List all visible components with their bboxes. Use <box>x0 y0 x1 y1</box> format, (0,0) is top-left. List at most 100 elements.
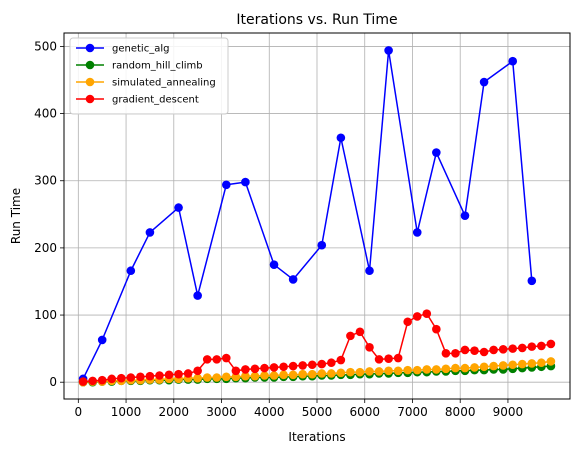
legend-swatch-marker <box>85 60 95 70</box>
data-point <box>269 371 279 380</box>
data-point <box>107 374 117 384</box>
data-point <box>193 291 202 300</box>
data-point <box>269 363 279 372</box>
data-point <box>260 371 269 380</box>
data-point <box>269 260 279 269</box>
data-point <box>546 339 556 349</box>
data-point <box>517 343 527 353</box>
data-point <box>546 357 556 366</box>
data-point <box>412 228 422 237</box>
data-point <box>412 312 422 321</box>
series-gradient_descent <box>78 309 556 386</box>
data-point <box>116 373 126 383</box>
data-point <box>527 276 537 286</box>
data-point <box>298 361 307 370</box>
data-point <box>193 373 202 383</box>
data-point <box>212 355 222 364</box>
data-point <box>336 355 346 365</box>
data-point <box>508 344 518 353</box>
x-tick-label: 0 <box>75 405 83 419</box>
data-point <box>279 370 288 380</box>
data-point <box>470 363 479 372</box>
data-point <box>241 365 250 374</box>
y-tick-label: 300 <box>34 174 57 188</box>
data-point <box>222 353 231 363</box>
x-tick-label: 9000 <box>493 405 524 419</box>
chart-title: Iterations vs. Run Time <box>236 12 397 28</box>
y-tick-label: 0 <box>49 375 57 389</box>
data-point <box>470 346 479 355</box>
data-point <box>479 362 489 372</box>
legend-label: gradient_descent <box>112 95 199 106</box>
data-point <box>355 327 365 337</box>
data-point <box>155 371 164 380</box>
data-point <box>479 77 489 87</box>
data-point <box>432 324 441 334</box>
data-point <box>393 353 403 363</box>
data-point <box>517 359 527 369</box>
data-point <box>498 361 508 370</box>
data-point <box>508 360 518 370</box>
series-line <box>82 49 533 380</box>
data-point <box>498 345 508 354</box>
x-tick-label: 6000 <box>349 405 380 419</box>
x-tick-label: 4000 <box>254 405 285 419</box>
data-point <box>451 349 460 358</box>
data-point <box>432 148 441 157</box>
data-point <box>336 368 346 378</box>
data-point <box>403 365 412 375</box>
data-point <box>355 367 365 377</box>
data-point <box>317 359 327 369</box>
data-point <box>527 359 537 368</box>
data-point <box>451 363 460 373</box>
data-point <box>384 366 393 376</box>
data-point <box>174 369 183 379</box>
data-point <box>307 360 317 370</box>
data-point <box>222 180 231 190</box>
data-point <box>537 358 546 368</box>
data-point <box>432 365 441 374</box>
x-tick-label: 3000 <box>206 405 237 419</box>
data-point <box>241 177 250 187</box>
x-tick-label: 7000 <box>397 405 428 419</box>
x-tick-label: 1000 <box>111 405 142 419</box>
data-point <box>250 371 260 381</box>
y-tick-label: 200 <box>34 241 57 255</box>
data-point <box>202 355 212 364</box>
data-point <box>317 240 327 250</box>
data-point <box>212 373 222 382</box>
data-point <box>346 367 355 377</box>
data-point <box>231 366 241 376</box>
data-point <box>393 366 403 376</box>
legend-swatch-marker <box>85 94 95 104</box>
data-point <box>136 372 145 382</box>
data-point <box>126 266 136 276</box>
data-point <box>489 345 498 355</box>
x-tick-label: 5000 <box>302 405 333 419</box>
y-tick-label: 400 <box>34 107 57 121</box>
data-point <box>327 358 336 368</box>
data-point <box>174 203 183 212</box>
data-point <box>250 364 260 374</box>
legend-swatch-marker <box>85 77 95 87</box>
data-point <box>489 361 498 371</box>
data-point <box>374 367 384 376</box>
data-point <box>374 355 384 364</box>
data-point <box>88 376 97 386</box>
data-point <box>97 335 107 345</box>
data-point <box>460 363 470 373</box>
legend: genetic_alg random_hill_climb simulated_an… <box>69 37 229 115</box>
data-point <box>241 371 250 381</box>
legend-box <box>69 37 229 115</box>
data-point <box>145 228 155 237</box>
data-point <box>222 372 231 382</box>
data-point <box>365 367 374 376</box>
y-axis: 0 100 200 300 400 500 <box>34 39 64 389</box>
x-axis: 0 1000 2000 3000 4000 5000 6000 7000 8000 9000 <box>75 399 524 419</box>
x-tick-label: 2000 <box>159 405 190 419</box>
data-point <box>202 373 212 382</box>
data-point <box>441 349 451 358</box>
data-point <box>288 361 298 371</box>
data-point <box>412 365 422 375</box>
